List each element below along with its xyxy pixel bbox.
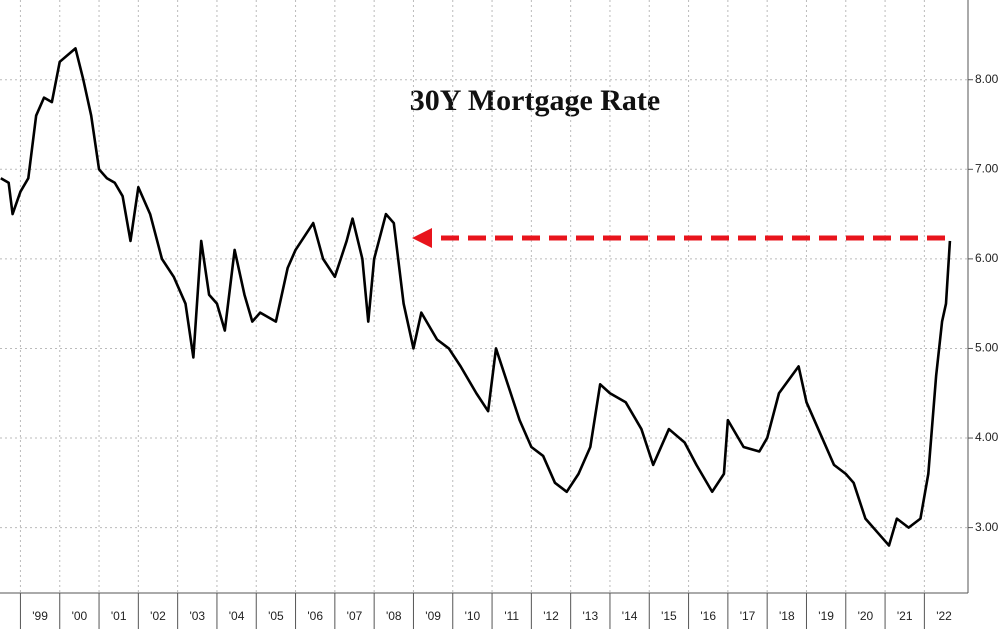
x-tick-label: '18 bbox=[779, 609, 795, 623]
x-tick-label: '99 bbox=[32, 609, 48, 623]
x-tick-label: '12 bbox=[543, 609, 559, 623]
x-tick-label: '03 bbox=[189, 609, 205, 623]
x-tick-label: '08 bbox=[386, 609, 402, 623]
annotation-arrowhead bbox=[412, 228, 432, 248]
y-tick-label: 5.00 bbox=[975, 341, 999, 355]
x-tick-label: '00 bbox=[72, 609, 88, 623]
y-tick-label: 7.00 bbox=[975, 161, 999, 175]
x-tick-label: '09 bbox=[425, 609, 441, 623]
x-tick-label: '10 bbox=[465, 609, 481, 623]
x-tick-label: '21 bbox=[897, 609, 913, 623]
x-tick-label: '02 bbox=[150, 609, 166, 623]
x-tick-label: '17 bbox=[740, 609, 756, 623]
x-tick-label: '06 bbox=[307, 609, 323, 623]
x-tick-label: '15 bbox=[661, 609, 677, 623]
x-tick-label: '07 bbox=[347, 609, 363, 623]
y-tick-label: 3.00 bbox=[975, 520, 999, 534]
x-tick-label: '16 bbox=[700, 609, 716, 623]
chart-title: 30Y Mortgage Rate bbox=[410, 84, 660, 117]
x-tick-label: '20 bbox=[858, 609, 874, 623]
y-tick-label: 4.00 bbox=[975, 430, 999, 444]
x-tick-label: '11 bbox=[504, 609, 519, 623]
x-tick-label: '13 bbox=[582, 609, 598, 623]
y-tick-label: 8.00 bbox=[975, 72, 999, 86]
x-tick-label: '05 bbox=[268, 609, 284, 623]
x-tick-label: '04 bbox=[229, 609, 245, 623]
line-series bbox=[0, 47, 952, 547]
x-tick-label: '19 bbox=[818, 609, 834, 623]
y-tick-label: 6.00 bbox=[975, 251, 999, 265]
x-tick-label: '01 bbox=[111, 609, 127, 623]
x-tick-label: '22 bbox=[936, 609, 952, 623]
x-tick-label: '14 bbox=[622, 609, 638, 623]
